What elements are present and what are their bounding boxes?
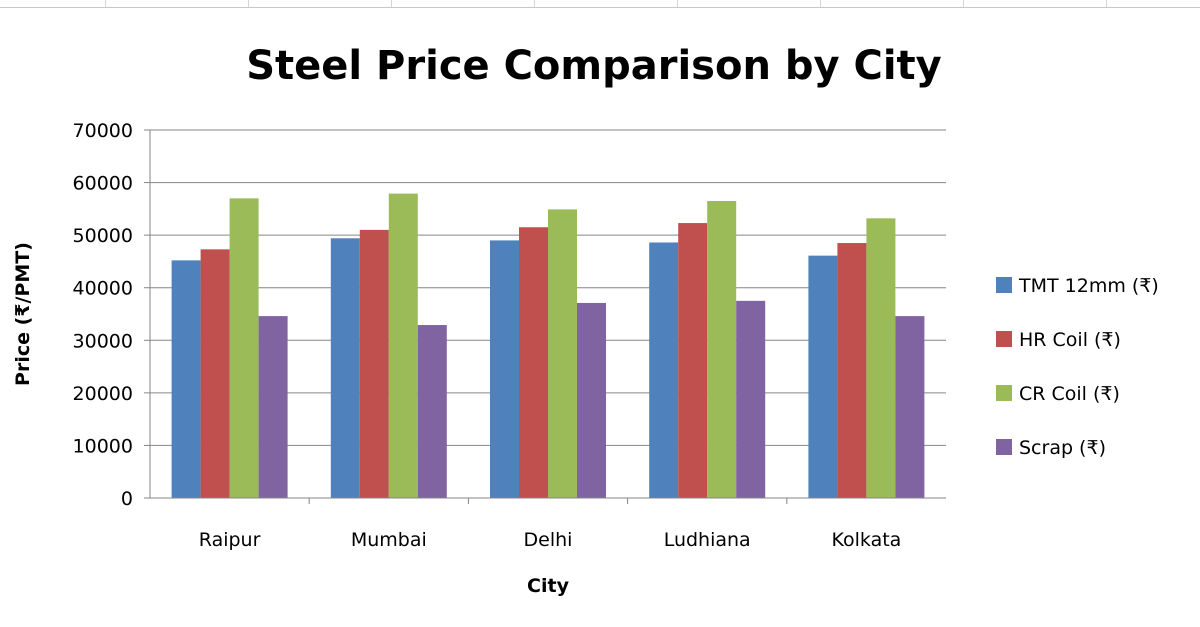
y-tick-label: 60000 [73, 173, 133, 195]
bar-ludhiana-series-3[interactable] [707, 200, 737, 498]
legend: TMT 12mm (₹) HR Coil (₹) CR Coil (₹) Scrap … [996, 275, 1159, 459]
legend-swatch [996, 439, 1012, 455]
y-tick-label: 40000 [73, 278, 133, 300]
spreadsheet-grid-edge [0, 0, 1200, 8]
bar-mumbai-series-4[interactable] [417, 325, 447, 498]
legend-label: TMT 12mm (₹) [1018, 275, 1159, 297]
bar-ludhiana-series-1[interactable] [649, 242, 679, 498]
legend-swatch [996, 331, 1012, 347]
y-axis-label: Price (₹/PMT) [12, 242, 34, 386]
chart-title: Steel Price Comparison by City [246, 43, 942, 89]
legend-item[interactable]: TMT 12mm (₹) [996, 275, 1159, 297]
x-tick-label: Kolkata [831, 529, 901, 551]
y-tick-label: 20000 [73, 383, 133, 405]
x-tick-label: Raipur [199, 529, 261, 551]
bar-ludhiana-series-4[interactable] [736, 300, 766, 498]
x-tick-label: Mumbai [351, 529, 427, 551]
x-tick-label: Delhi [524, 529, 573, 551]
y-tick-label: 10000 [73, 435, 133, 457]
x-axis-ticks: Raipur Mumbai Delhi Ludhiana Kolkata [199, 498, 901, 551]
bar-delhi-series-4[interactable] [577, 302, 606, 498]
bar-delhi-series-1[interactable] [490, 240, 519, 498]
bar-raipur-series-1[interactable] [171, 260, 201, 498]
bar-kolkata-series-2[interactable] [837, 243, 867, 498]
legend-label: CR Coil (₹) [1019, 383, 1120, 405]
bar-kolkata-series-4[interactable] [895, 316, 925, 498]
legend-item[interactable]: HR Coil (₹) [996, 329, 1121, 351]
legend-item[interactable]: CR Coil (₹) [996, 383, 1120, 405]
y-tick-label: 70000 [73, 120, 133, 142]
legend-swatch [996, 385, 1012, 401]
bar-delhi-series-2[interactable] [519, 227, 548, 498]
bar-delhi-series-3[interactable] [548, 209, 577, 498]
y-tick-label: 50000 [73, 225, 133, 247]
bar-ludhiana-series-2[interactable] [678, 223, 708, 498]
y-axis-ticks: 0 10000 20000 30000 40000 50000 60000 70000 [73, 120, 150, 510]
y-tick-label: 30000 [73, 330, 133, 352]
x-axis-label: City [527, 575, 570, 597]
axes [149, 130, 946, 499]
legend-label: HR Coil (₹) [1019, 329, 1121, 351]
bar-kolkata-series-1[interactable] [808, 255, 838, 498]
bar-raipur-series-4[interactable] [258, 316, 288, 498]
bar-raipur-series-3[interactable] [229, 198, 259, 499]
y-tick-label: 0 [121, 488, 133, 510]
legend-swatch [996, 277, 1012, 293]
bar-kolkata-series-3[interactable] [866, 218, 896, 498]
x-tick-label: Ludhiana [664, 529, 751, 551]
bar-mumbai-series-1[interactable] [330, 238, 360, 498]
bars [171, 193, 925, 499]
bar-mumbai-series-2[interactable] [359, 229, 389, 498]
legend-label: Scrap (₹) [1019, 437, 1106, 459]
legend-item[interactable]: Scrap (₹) [996, 437, 1106, 459]
bar-raipur-series-2[interactable] [200, 249, 230, 498]
bar-mumbai-series-3[interactable] [388, 193, 418, 498]
